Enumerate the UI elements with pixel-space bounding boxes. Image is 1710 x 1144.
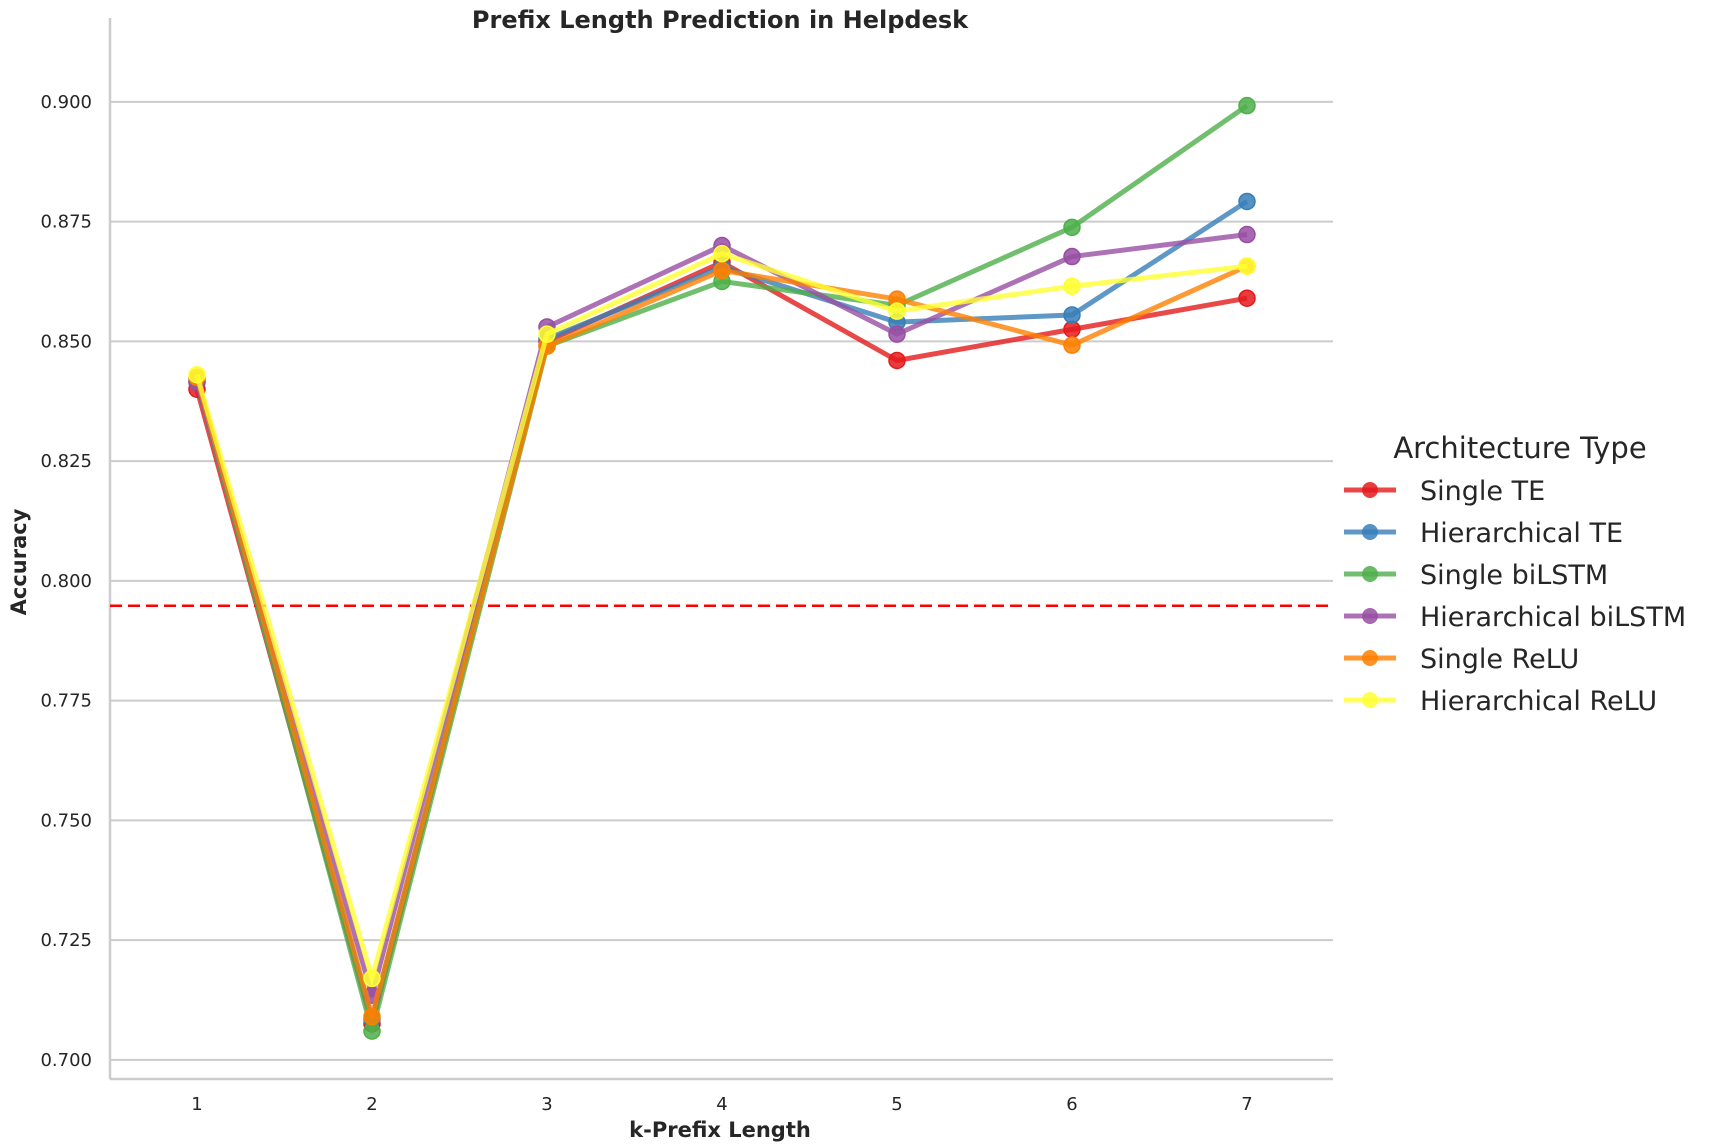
data-point	[1063, 247, 1081, 266]
data-point	[363, 969, 381, 988]
data-point	[888, 325, 906, 343]
series-group	[188, 96, 1256, 1040]
data-point	[188, 366, 206, 384]
legend-title: Architecture Type	[1393, 431, 1646, 465]
tick-labels: 0.700 0.725 0.750 0.775 0.800 0.825 0.850 0.875…	[40, 92, 1252, 1115]
legend-swatch-marker	[1362, 608, 1378, 624]
legend-swatch-marker	[1362, 524, 1378, 540]
data-point	[1063, 336, 1081, 354]
x-tick-label: 1	[191, 1094, 202, 1115]
axes	[108, 18, 1333, 1081]
legend-item: Hierarchical ReLU	[1344, 686, 1657, 717]
data-point	[1063, 306, 1081, 324]
y-tick-label: 0.700	[40, 1050, 92, 1071]
chart-title: Prefix Length Prediction in Helpdesk	[472, 6, 969, 34]
y-tick-label: 0.775	[40, 691, 92, 712]
legend-item: Hierarchical biLSTM	[1344, 602, 1686, 633]
y-tick-label: 0.875	[40, 212, 92, 233]
data-point	[1238, 96, 1256, 115]
data-point	[888, 302, 906, 320]
data-point	[1063, 277, 1081, 295]
x-tick-label: 6	[1066, 1094, 1077, 1115]
series-line	[194, 232, 1248, 998]
data-point	[363, 1022, 381, 1040]
data-point	[1238, 257, 1256, 275]
data-point	[538, 325, 556, 343]
series-line	[194, 263, 1249, 1020]
data-point	[713, 261, 731, 280]
legend-label: Hierarchical TE	[1420, 518, 1623, 549]
data-point	[1238, 192, 1256, 211]
legend-swatch-marker	[1362, 566, 1378, 582]
legend-label: Single TE	[1420, 476, 1545, 507]
x-tick-label: 3	[541, 1094, 552, 1115]
x-tick-label: 7	[1241, 1094, 1252, 1115]
y-tick-label: 0.725	[40, 930, 92, 951]
legend-label: Single ReLU	[1420, 644, 1579, 675]
y-tick-label: 0.800	[40, 571, 92, 592]
legend-item: Single ReLU	[1344, 644, 1579, 675]
legend-swatch-marker	[1362, 650, 1378, 666]
x-tick-label: 5	[891, 1094, 902, 1115]
x-tick-label: 4	[716, 1094, 727, 1115]
y-tick-label: 0.750	[40, 810, 92, 831]
y-axis-label: Accuracy	[7, 508, 31, 615]
y-tick-label: 0.900	[40, 92, 92, 113]
series-line	[194, 251, 1248, 981]
x-axis-label: k-Prefix Length	[629, 1118, 811, 1142]
legend-swatch-marker	[1362, 482, 1378, 498]
series-hierarchical-bilstm	[188, 225, 1256, 1004]
legend-item: Hierarchical TE	[1344, 518, 1623, 549]
legend-label: Hierarchical ReLU	[1420, 686, 1657, 717]
data-point	[713, 244, 731, 263]
legend-swatch-marker	[1362, 692, 1378, 708]
data-point	[1238, 289, 1256, 307]
legend-item: Single biLSTM	[1344, 560, 1608, 591]
x-tick-label: 2	[366, 1094, 377, 1115]
y-tick-label: 0.825	[40, 451, 92, 472]
data-point	[1063, 218, 1081, 237]
legend-label: Hierarchical biLSTM	[1420, 602, 1686, 633]
legend-item: Single TE	[1344, 476, 1545, 507]
data-point	[1063, 320, 1081, 339]
y-tick-label: 0.850	[40, 331, 92, 352]
legend-label: Single biLSTM	[1420, 560, 1608, 591]
legend: Architecture Type Single TE Hierarchical …	[1344, 431, 1686, 717]
series-hierarchical-relu	[188, 244, 1256, 988]
data-point	[363, 1007, 381, 1026]
data-point	[1238, 225, 1256, 244]
data-point	[888, 351, 906, 370]
